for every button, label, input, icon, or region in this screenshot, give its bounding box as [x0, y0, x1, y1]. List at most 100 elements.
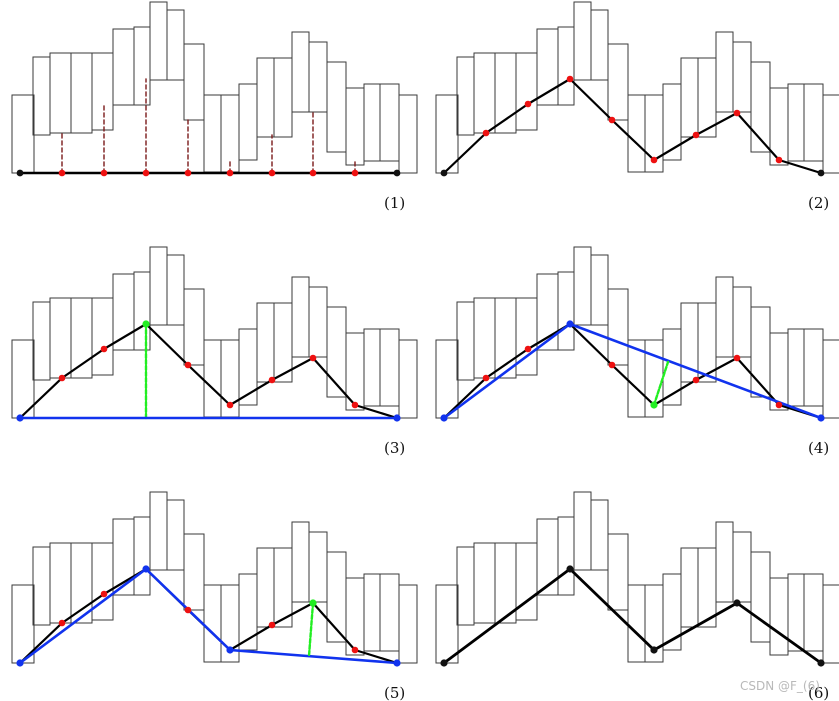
vertex-point	[524, 345, 532, 353]
bar	[769, 577, 789, 656]
vertex-point	[100, 345, 108, 353]
max-distance-line	[307, 601, 315, 658]
vertex-point	[268, 621, 276, 629]
bar	[456, 301, 475, 381]
bar	[183, 533, 205, 611]
bar	[473, 297, 496, 379]
panel-label: (2)	[808, 194, 829, 212]
farthest-point	[650, 401, 658, 409]
bar	[91, 297, 114, 376]
profile-line	[443, 322, 822, 420]
bar	[590, 9, 609, 81]
farthest-point	[142, 320, 150, 328]
bar	[32, 56, 51, 136]
vertex-point	[309, 354, 317, 362]
bar	[573, 491, 592, 571]
bar	[398, 584, 418, 664]
vertex-point	[692, 376, 700, 384]
vertex-point	[58, 619, 66, 627]
simplified-line	[18, 567, 148, 665]
vertex-point	[226, 401, 234, 409]
vertex-point	[58, 374, 66, 382]
vertex-point	[775, 401, 783, 409]
vertex-point	[524, 100, 532, 108]
endpoint	[817, 414, 825, 422]
bar	[291, 31, 310, 113]
panel-6: (6)	[435, 491, 839, 701]
bar	[49, 297, 72, 379]
bar	[607, 288, 629, 366]
vertex-point	[775, 156, 783, 164]
vertex-point	[482, 374, 490, 382]
bar	[494, 52, 517, 134]
vertex-point	[608, 116, 616, 124]
bar	[379, 328, 400, 407]
bar	[91, 52, 114, 131]
bar	[573, 246, 592, 326]
vertex-point	[184, 606, 192, 614]
bar	[515, 52, 538, 131]
bar	[456, 546, 475, 626]
bar	[363, 328, 381, 407]
bar	[822, 339, 839, 419]
endpoint	[16, 414, 24, 422]
bar	[627, 94, 646, 173]
bar	[308, 41, 328, 113]
panel-2: (2)	[435, 1, 839, 212]
panel-label: (1)	[384, 194, 405, 212]
bar	[203, 94, 222, 173]
bar	[822, 584, 839, 664]
kept-point	[817, 659, 825, 667]
sample-point	[184, 169, 192, 177]
endpoint	[393, 169, 401, 177]
profile-line	[19, 567, 398, 665]
bar	[557, 26, 575, 106]
watermark: CSDN @F_(6)	[740, 679, 820, 693]
vertex-point	[351, 646, 359, 654]
sample-point	[268, 169, 276, 177]
bar	[715, 276, 734, 358]
simplified-line	[442, 322, 572, 420]
panel-label: (4)	[808, 439, 829, 457]
bar	[345, 87, 365, 166]
kept-point	[566, 565, 574, 573]
bar	[11, 94, 35, 174]
bar	[149, 1, 168, 81]
sample-point	[226, 169, 234, 177]
bar	[803, 573, 824, 652]
bar	[70, 297, 93, 379]
kept-point	[142, 565, 150, 573]
bar	[133, 26, 151, 106]
panel-label: (6)	[808, 684, 829, 701]
bar	[133, 271, 151, 351]
max-distance-line	[652, 360, 670, 407]
bar	[732, 41, 752, 113]
vertex-point	[100, 590, 108, 598]
panel-1: (1)	[11, 1, 418, 212]
bar	[715, 31, 734, 113]
bar	[256, 547, 275, 628]
simplified-line	[568, 322, 823, 420]
profile-line	[443, 77, 822, 175]
bar	[326, 61, 347, 153]
sample-point	[58, 169, 66, 177]
bar	[203, 584, 222, 663]
bar	[787, 328, 805, 407]
bar	[398, 94, 418, 174]
endpoint	[393, 414, 401, 422]
endpoint	[393, 659, 401, 667]
bar	[573, 1, 592, 81]
kept-point	[733, 599, 741, 607]
farthest-point	[309, 599, 317, 607]
bar	[32, 301, 51, 381]
vertex-point	[351, 401, 359, 409]
bar	[183, 288, 205, 366]
vertex-point	[482, 129, 490, 137]
panel-5: (5)	[11, 491, 418, 701]
bar	[238, 83, 258, 161]
bar	[435, 584, 459, 664]
bar	[273, 57, 293, 138]
bar	[473, 52, 496, 134]
bar	[166, 254, 185, 326]
bar	[803, 328, 824, 407]
